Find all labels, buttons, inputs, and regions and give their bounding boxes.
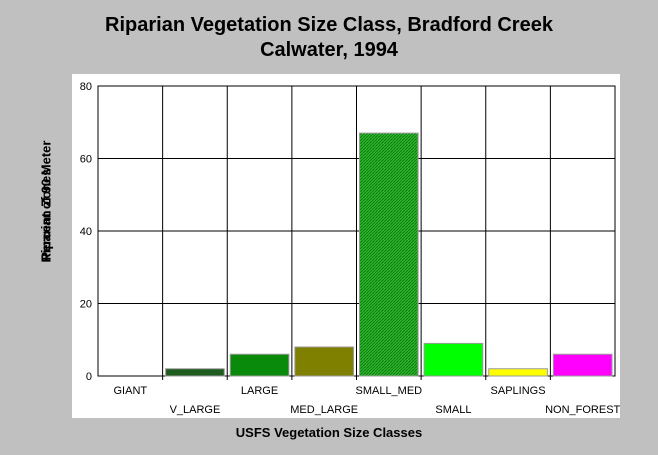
bar-small-med	[359, 132, 419, 377]
chart-title-line-1: Riparian Vegetation Size Class, Bradford…	[105, 14, 553, 36]
y-tick-label: 60	[80, 154, 92, 166]
x-axis-label: USFS Vegetation Size Classes	[235, 425, 423, 440]
bars-group	[165, 132, 613, 377]
y-tick-label: 80	[80, 81, 92, 93]
bar-small	[423, 342, 484, 377]
y-tick-label: 40	[80, 226, 92, 238]
y-tick-label: 0	[86, 371, 92, 383]
x-tick-label: SAPLINGS	[491, 385, 546, 397]
chart-title-line-2: Calwater, 1994	[260, 39, 398, 61]
bar-large	[229, 353, 290, 377]
y-tick-labels: 0 20 40 60 80	[80, 81, 92, 383]
x-tick-label: SMALL_MED	[355, 385, 422, 397]
grid-lines	[97, 85, 616, 380]
x-tick-label: SMALL	[435, 404, 471, 416]
y-tick-label: 20	[80, 299, 92, 311]
x-tick-label: NON_FOREST	[545, 404, 620, 416]
y-axis-label-line-2: Riparian Zones	[38, 168, 54, 263]
x-tick-labels: GIANT V_LARGE LARGE MED_LARGE SMALL_MED SMALL…	[114, 385, 621, 416]
bar-non-forest	[552, 353, 613, 377]
bar-med-large	[294, 346, 354, 377]
bar-saplings	[488, 368, 548, 377]
bar-v-large	[165, 368, 225, 377]
x-tick-label: LARGE	[241, 385, 278, 397]
x-tick-label: V_LARGE	[170, 404, 221, 416]
x-tick-label: GIANT	[114, 385, 148, 397]
x-tick-label: MED_LARGE	[290, 404, 358, 416]
